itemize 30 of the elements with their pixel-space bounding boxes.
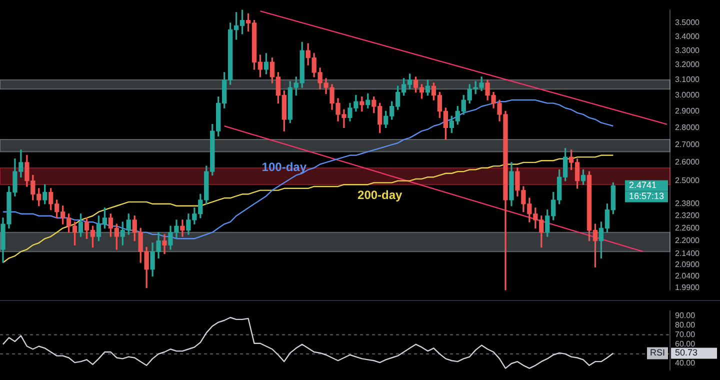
y-tick-label: 1.9900 [675,283,700,292]
series-label: 100-day [262,160,307,174]
y-tick-label: 2.9000 [675,106,700,116]
y-tick-label: 2.5000 [675,176,700,186]
y-tick-label: 3.2000 [675,60,700,70]
y-tick-label: 2.3800 [675,199,700,208]
annotation: 2.4741 [628,180,656,190]
y-tick-label: 2.0900 [675,260,700,270]
y-tick-label: 2.7000 [675,140,700,149]
annotation: 16:57:13 [628,191,664,202]
y-tick-label: 40.00 [675,358,696,368]
y-tick-label: 80.00 [675,320,696,330]
y-tick-label: 3.0000 [675,90,700,100]
y-tick-label: 70.00 [675,330,696,339]
y-tick-label: 60.00 [675,340,696,349]
y-tick-label: 3.5000 [675,18,700,28]
text: RSI [650,348,666,358]
series-label: 200-day [358,188,403,202]
text: 50.73 [675,348,698,358]
y-tick-label: 2.0400 [675,271,700,280]
y-tick-label: 3.1000 [675,75,700,84]
y-tick-label: 2.2600 [675,223,700,232]
y-tick-label: 3.3000 [675,46,700,55]
y-tick-label: 2.2000 [675,236,700,245]
y-tick-label: 90.00 [675,310,696,320]
y-tick-label: 2.3200 [675,211,700,220]
y-tick-label: 2.8000 [675,122,700,132]
y-tick-label: 2.6000 [675,158,700,167]
y-tick-label: 3.4000 [675,32,700,41]
y-tick-label: 2.1400 [675,248,700,258]
